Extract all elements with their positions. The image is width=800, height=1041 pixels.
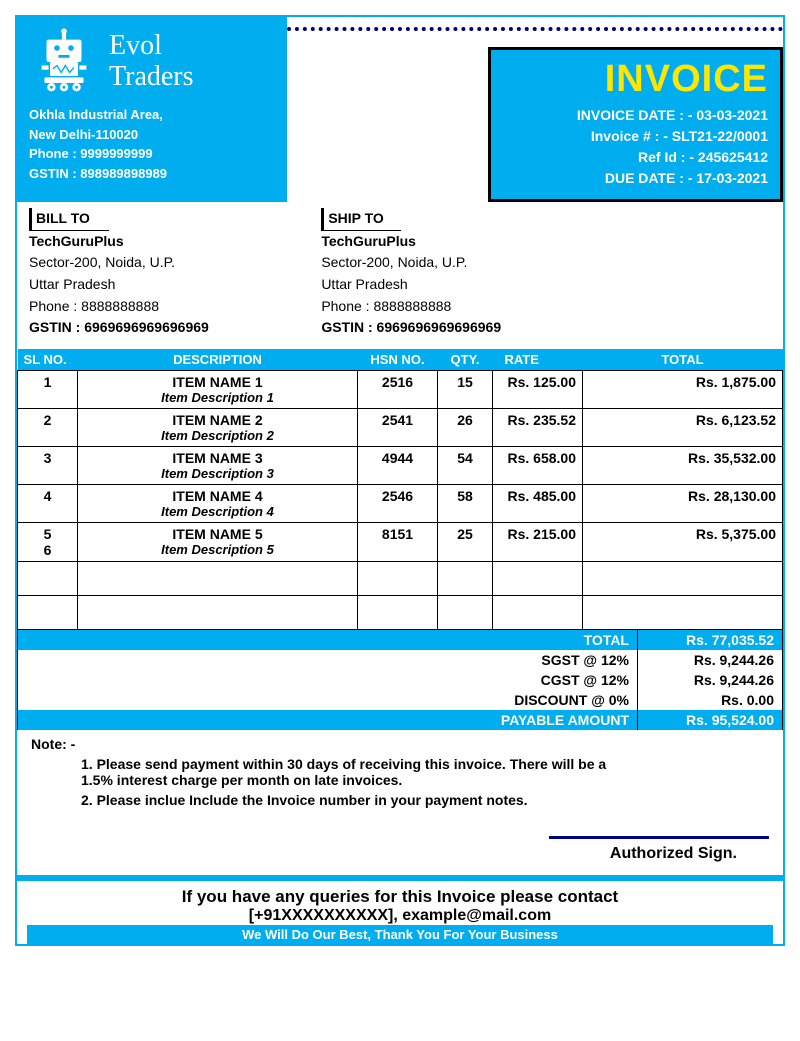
table-row: 2ITEM NAME 2Item Description 2254126Rs. … bbox=[18, 409, 783, 447]
notes-block: Note: - 1. Please send payment within 30… bbox=[17, 730, 783, 881]
payable-label: PAYABLE AMOUNT bbox=[18, 710, 638, 730]
dotted-border bbox=[287, 27, 783, 31]
invoice-meta-box: INVOICE INVOICE DATE : - 03-03-2021 Invo… bbox=[488, 47, 783, 202]
invoice-title: INVOICE bbox=[503, 58, 768, 101]
payable-value: Rs. 95,524.00 bbox=[638, 710, 783, 730]
invoice-ref: Ref Id : - 245625412 bbox=[503, 147, 768, 168]
th-qty: QTY. bbox=[438, 349, 493, 371]
table-row: 56ITEM NAME 5Item Description 5815125Rs.… bbox=[18, 523, 783, 562]
th-desc: DESCRIPTION bbox=[78, 349, 358, 371]
invoice-number: Invoice # : - SLT21-22/0001 bbox=[503, 126, 768, 147]
th-sl: SL NO. bbox=[18, 349, 78, 371]
total-label: TOTAL bbox=[18, 630, 638, 650]
footer: If you have any queries for this Invoice… bbox=[17, 881, 783, 944]
th-hsn: HSN NO. bbox=[358, 349, 438, 371]
invoice-date: INVOICE DATE : - 03-03-2021 bbox=[503, 105, 768, 126]
invoice-due: DUE DATE : - 17-03-2021 bbox=[503, 168, 768, 189]
table-row: 1ITEM NAME 1Item Description 1251615Rs. … bbox=[18, 371, 783, 409]
disc-label: DISCOUNT @ 0% bbox=[18, 690, 638, 710]
ship-to: SHIP TO TechGuruPlus Sector-200, Noida, … bbox=[321, 208, 583, 339]
cgst-label: CGST @ 12% bbox=[18, 670, 638, 690]
sgst-label: SGST @ 12% bbox=[18, 650, 638, 670]
disc-value: Rs. 0.00 bbox=[638, 690, 783, 710]
totals-table: TOTALRs. 77,035.52 SGST @ 12%Rs. 9,244.2… bbox=[17, 630, 783, 730]
company-name: Evol Traders bbox=[109, 31, 194, 93]
items-table: SL NO. DESCRIPTION HSN NO. QTY. RATE TOT… bbox=[17, 349, 783, 630]
note-2: 2. Please inclue Include the Invoice num… bbox=[81, 792, 769, 808]
table-row-empty bbox=[18, 562, 783, 596]
th-rate: RATE bbox=[493, 349, 583, 371]
table-row: 3ITEM NAME 3Item Description 3494454Rs. … bbox=[18, 447, 783, 485]
note-1: 1. Please send payment within 30 days of… bbox=[81, 756, 641, 788]
invoice-frame: Evol Traders Okhla Industrial Area, New … bbox=[15, 15, 785, 946]
signature-line bbox=[549, 836, 769, 839]
bill-to: BILL TO TechGuruPlus Sector-200, Noida, … bbox=[29, 208, 291, 339]
th-total: TOTAL bbox=[583, 349, 783, 371]
company-block: Evol Traders Okhla Industrial Area, New … bbox=[17, 17, 287, 202]
total-value: Rs. 77,035.52 bbox=[638, 630, 783, 650]
robot-icon bbox=[29, 27, 99, 97]
cgst-value: Rs. 9,244.26 bbox=[638, 670, 783, 690]
table-row: 4ITEM NAME 4Item Description 4254658Rs. … bbox=[18, 485, 783, 523]
signature-label: Authorized Sign. bbox=[31, 845, 769, 871]
company-info: Okhla Industrial Area, New Delhi-110020 … bbox=[29, 105, 275, 183]
table-row-empty bbox=[18, 596, 783, 630]
sgst-value: Rs. 9,244.26 bbox=[638, 650, 783, 670]
